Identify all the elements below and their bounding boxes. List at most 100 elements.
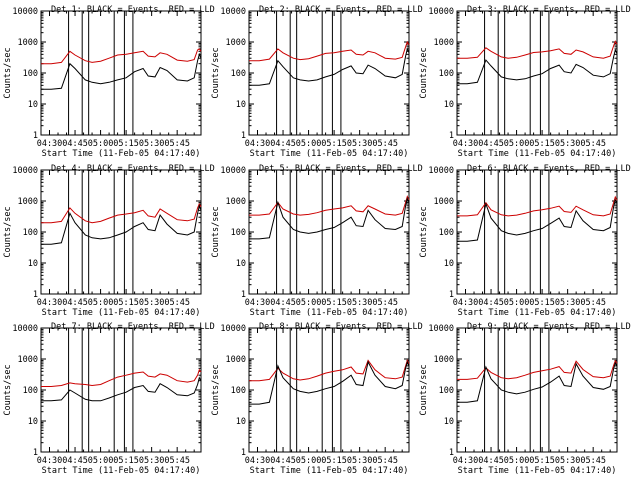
x-tick-label: 05:45	[164, 139, 190, 149]
panel-title: Det 5: BLACK = Events, RED = LLD	[259, 164, 423, 174]
y-tick-label: 10000	[428, 166, 454, 176]
y-tick-label: 1000	[434, 38, 454, 48]
panel-title: Det 1: BLACK = Events, RED = LLD	[51, 5, 215, 15]
x-tick-label: 05:45	[580, 139, 606, 149]
lld-series-line	[457, 195, 618, 217]
x-tick-label: 05:15	[113, 139, 139, 149]
x-tick-label: 05:45	[164, 298, 190, 308]
y-tick-label: 10	[236, 100, 246, 110]
x-axis-label: Start Time (11-Feb-05 04:17:40)	[458, 149, 617, 159]
y-tick-label: 1	[241, 290, 246, 300]
lld-series-line	[41, 202, 202, 224]
y-tick-label: 10000	[428, 7, 454, 17]
x-axis-label: Start Time (11-Feb-05 04:17:40)	[458, 466, 617, 476]
x-tick-label: 05:15	[529, 456, 555, 466]
panel-title: Det 6: BLACK = Events, RED = LLD	[467, 164, 631, 174]
y-tick-label: 10000	[12, 166, 38, 176]
y-axis-label: Counts/sec	[419, 364, 429, 415]
x-tick-label: 05:15	[529, 298, 555, 308]
x-tick-label: 05:00	[296, 456, 322, 466]
y-tick-label: 1	[33, 131, 38, 141]
y-tick-label: 1	[33, 448, 38, 458]
detector-panel: 1 10 100 1000 10000 04:30 04:45 05:00 05:15 05:30…	[419, 5, 631, 159]
panel-title: Det 7: BLACK = Events, RED = LLD	[51, 322, 215, 332]
x-tick-label: 05:30	[347, 456, 373, 466]
y-tick-label: 1000	[18, 197, 38, 207]
lld-series-line	[249, 195, 410, 216]
x-tick-label: 05:45	[372, 456, 398, 466]
events-series-line	[457, 198, 618, 242]
y-tick-label: 1000	[18, 355, 38, 365]
y-tick-label: 1	[449, 448, 454, 458]
x-tick-label: 04:45	[62, 298, 88, 308]
x-tick-label: 04:45	[62, 456, 88, 466]
y-tick-label: 10	[28, 417, 38, 427]
y-tick-label: 100	[439, 228, 454, 238]
y-tick-label: 1	[241, 131, 246, 141]
x-tick-label: 05:15	[529, 139, 555, 149]
detector-panel: 1 10 100 1000 10000 04:30 04:45 05:00 05:15 05:30…	[211, 322, 423, 476]
y-tick-label: 10	[28, 259, 38, 269]
y-tick-label: 1000	[18, 38, 38, 48]
y-tick-label: 10000	[220, 324, 246, 334]
x-tick-label: 05:15	[113, 456, 139, 466]
x-tick-label: 05:00	[88, 298, 114, 308]
x-tick-label: 05:45	[164, 456, 190, 466]
events-series-line	[249, 196, 410, 240]
panel-title: Det 2: BLACK = Events, RED = LLD	[259, 5, 423, 15]
events-series-line	[457, 48, 618, 85]
x-tick-label: 04:45	[478, 139, 504, 149]
x-tick-label: 05:15	[321, 298, 347, 308]
y-tick-label: 10	[444, 417, 454, 427]
y-axis-label: Counts/sec	[419, 206, 429, 257]
panel-title: Det 3: BLACK = Events, RED = LLD	[467, 5, 631, 15]
x-tick-label: 04:30	[37, 139, 63, 149]
x-tick-label: 04:30	[453, 298, 479, 308]
events-series-line	[457, 361, 618, 403]
y-tick-label: 10	[28, 100, 38, 110]
detector-panel: 1 10 100 1000 10000 04:30 04:45 05:00 05:15 05:30…	[211, 164, 423, 318]
x-tick-label: 05:00	[296, 298, 322, 308]
y-tick-label: 10000	[220, 7, 246, 17]
y-tick-label: 1000	[226, 197, 246, 207]
y-tick-label: 10	[236, 417, 246, 427]
x-axis-label: Start Time (11-Feb-05 04:17:40)	[250, 466, 409, 476]
x-axis-label: Start Time (11-Feb-05 04:17:40)	[458, 308, 617, 318]
x-axis-label: Start Time (11-Feb-05 04:17:40)	[42, 149, 201, 159]
y-tick-label: 10	[444, 100, 454, 110]
events-series-line	[41, 204, 202, 245]
y-tick-label: 100	[231, 228, 246, 238]
x-tick-label: 04:45	[478, 456, 504, 466]
x-tick-label: 04:45	[270, 456, 296, 466]
y-tick-label: 1000	[434, 355, 454, 365]
x-tick-label: 05:45	[372, 139, 398, 149]
y-tick-label: 10000	[428, 324, 454, 334]
y-tick-label: 10000	[12, 324, 38, 334]
lld-series-line	[249, 359, 410, 382]
x-tick-label: 05:45	[580, 298, 606, 308]
x-tick-label: 04:30	[453, 456, 479, 466]
x-tick-label: 05:30	[139, 139, 165, 149]
x-tick-label: 04:30	[453, 139, 479, 149]
x-tick-label: 04:30	[245, 298, 271, 308]
panel-title: Det 9: BLACK = Events, RED = LLD	[467, 322, 631, 332]
x-tick-label: 05:30	[139, 298, 165, 308]
detector-panel: 1 10 100 1000 10000 04:30 04:45 05:00 05:15 05:30…	[3, 164, 215, 318]
x-tick-label: 05:30	[139, 456, 165, 466]
x-tick-label: 04:30	[245, 456, 271, 466]
y-tick-label: 10000	[12, 7, 38, 17]
y-axis-label: Counts/sec	[3, 206, 13, 257]
x-axis-label: Start Time (11-Feb-05 04:17:40)	[42, 466, 201, 476]
y-axis-label: Counts/sec	[3, 47, 13, 98]
detector-panel: 1 10 100 1000 10000 04:30 04:45 05:00 05:15 05:30…	[3, 322, 215, 476]
x-tick-label: 05:00	[504, 298, 530, 308]
y-tick-label: 100	[231, 69, 246, 79]
x-tick-label: 04:30	[245, 139, 271, 149]
x-tick-label: 04:45	[270, 298, 296, 308]
x-tick-label: 05:45	[580, 456, 606, 466]
x-tick-label: 05:45	[372, 298, 398, 308]
x-tick-label: 04:45	[62, 139, 88, 149]
x-tick-label: 05:00	[88, 139, 114, 149]
events-series-line	[41, 376, 202, 402]
